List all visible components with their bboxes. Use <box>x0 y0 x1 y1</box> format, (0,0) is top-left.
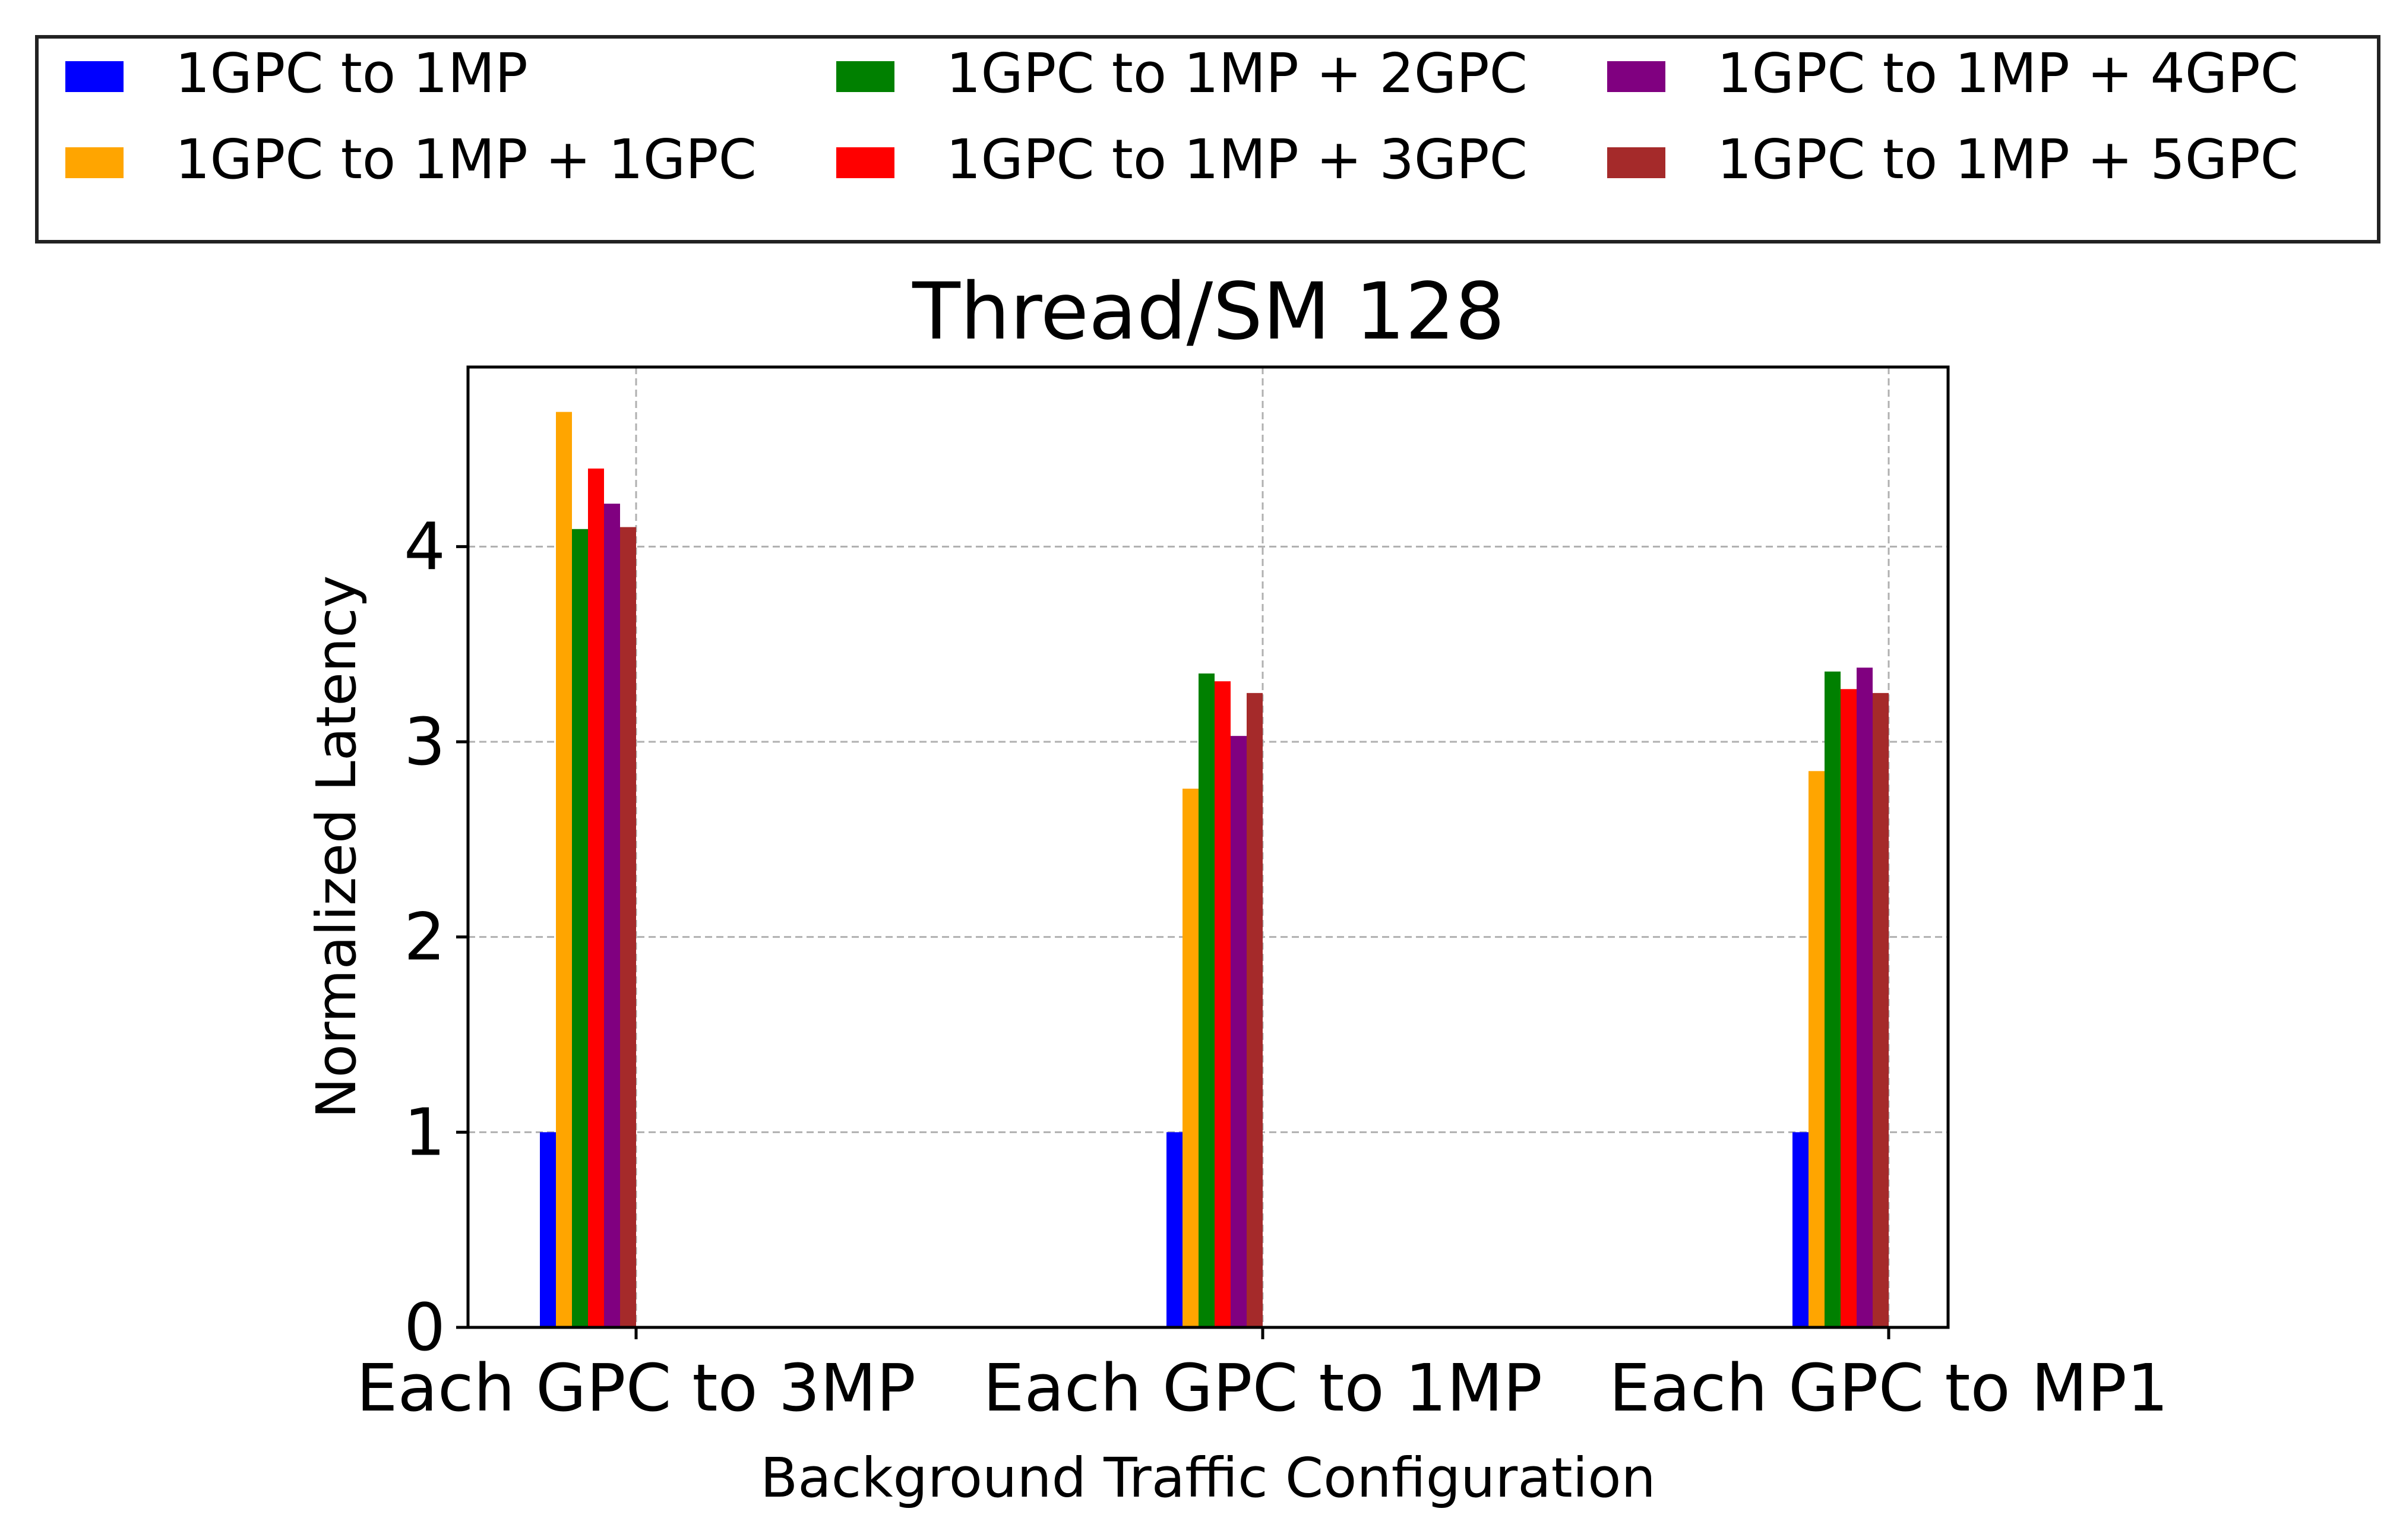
bar <box>572 529 588 1327</box>
y-tick-label: 4 <box>404 508 445 584</box>
legend-item: 1GPC to 1MP <box>65 42 528 105</box>
legend-swatch <box>65 147 124 178</box>
y-tick-label: 1 <box>404 1094 445 1170</box>
legend-swatch <box>1607 61 1665 92</box>
bar <box>1809 771 1825 1327</box>
legend-label: 1GPC to 1MP + 1GPC <box>175 128 757 191</box>
bar <box>604 504 620 1327</box>
legend-label: 1GPC to 1MP + 4GPC <box>1717 42 2298 105</box>
legend-item: 1GPC to 1MP + 2GPC <box>836 42 1528 105</box>
bars <box>540 412 1889 1327</box>
bar <box>556 412 572 1327</box>
y-axis: 0 1 2 3 4 <box>404 508 468 1365</box>
y-axis-label: Normalized Latency <box>305 575 368 1119</box>
legend-item: 1GPC to 1MP + 4GPC <box>1607 42 2298 105</box>
legend-items: 1GPC to 1MP 1GPC to 1MP + 1GPC 1GPC to 1MP… <box>65 42 2298 191</box>
bar <box>588 468 604 1327</box>
plot-frame <box>466 365 1950 1329</box>
legend-swatch <box>1607 147 1665 178</box>
legend-label: 1GPC to 1MP <box>175 42 528 105</box>
bar <box>1825 671 1841 1327</box>
bar <box>1215 681 1231 1327</box>
bar <box>1199 673 1215 1327</box>
legend-swatch <box>65 61 124 92</box>
bar <box>1231 736 1247 1327</box>
bar <box>1183 788 1199 1327</box>
x-axis-label: Background Traffic Configuration <box>760 1446 1656 1510</box>
y-tick-label: 0 <box>404 1289 445 1365</box>
legend-frame <box>35 35 2380 244</box>
y-tick-label: 2 <box>404 899 445 975</box>
bar <box>1247 692 1263 1327</box>
x-tick-label: Each GPC to 1MP <box>983 1350 1542 1426</box>
x-tick-label: Each GPC to 3MP <box>356 1350 916 1426</box>
bar <box>1166 1132 1183 1327</box>
legend-swatch <box>836 147 894 178</box>
legend-item: 1GPC to 1MP + 3GPC <box>836 128 1528 191</box>
x-axis: Each GPC to 3MP Each GPC to 1MP Each GPC t… <box>356 1327 2168 1426</box>
bar <box>1873 692 1889 1327</box>
legend: 1GPC to 1MP 1GPC to 1MP + 1GPC 1GPC to 1MP… <box>35 35 2380 244</box>
y-tick-label: 3 <box>404 704 445 780</box>
bar <box>620 527 636 1327</box>
bar <box>1857 668 1873 1327</box>
bar <box>1841 689 1857 1327</box>
legend-item: 1GPC to 1MP + 5GPC <box>1607 128 2298 191</box>
bar <box>540 1132 556 1327</box>
legend-label: 1GPC to 1MP + 2GPC <box>946 42 1528 105</box>
chart-title: Thread/SM 128 <box>912 266 1505 358</box>
legend-label: 1GPC to 1MP + 3GPC <box>946 128 1528 191</box>
legend-item: 1GPC to 1MP + 1GPC <box>65 128 757 191</box>
legend-swatch <box>836 61 894 92</box>
legend-label: 1GPC to 1MP + 5GPC <box>1717 128 2298 191</box>
bar <box>1792 1132 1809 1327</box>
x-tick-label: Each GPC to MP1 <box>1609 1350 2168 1426</box>
